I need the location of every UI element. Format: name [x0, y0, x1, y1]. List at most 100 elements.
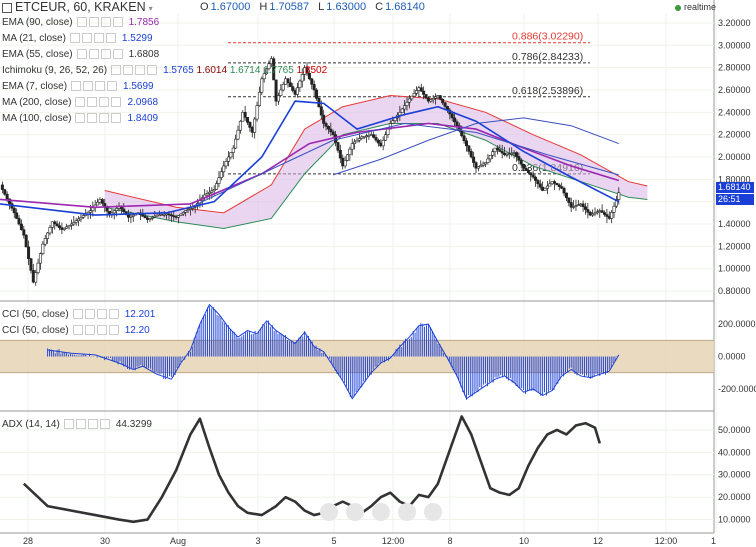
x-tick-label: 5 [331, 536, 336, 546]
legend-value: 1.6808 [128, 49, 160, 60]
y-tick-label: 0.0000 [718, 352, 746, 362]
legend-value: 1.8502 [296, 65, 328, 76]
legend-value: 44.3299 [115, 419, 152, 430]
y-tick-label: 10.0000 [718, 515, 751, 525]
indicator-line [0, 122, 620, 209]
candle-body [526, 170, 530, 173]
candle-body [315, 89, 319, 99]
legend-controls[interactable] [76, 17, 125, 28]
legend-controls[interactable] [75, 97, 123, 108]
candle-body [507, 153, 511, 155]
candle-body [88, 210, 92, 213]
candle-body [391, 120, 395, 124]
x-tick-label: 12 [593, 536, 603, 546]
dropdown-arrow-icon[interactable]: ▾ [148, 4, 153, 13]
legend-ma100[interactable]: MA (100, close) 1.8409 [2, 113, 158, 124]
candle-body [248, 122, 252, 128]
ichimoku-senkou-a [104, 95, 648, 214]
candle-body [38, 253, 42, 264]
candle-body [560, 186, 564, 189]
candle-body [450, 113, 454, 119]
legend-controls[interactable] [72, 325, 121, 336]
candle-body [269, 58, 273, 65]
x-tick-label: 8 [447, 536, 452, 546]
zoom-out-button[interactable] [346, 503, 364, 521]
candle-body [153, 215, 157, 218]
x-tick-label: Aug [170, 536, 186, 546]
legend-adx[interactable]: ADX (14, 14) 44.3299 [2, 419, 152, 430]
legend-ema90[interactable]: EMA (90, close) 1.7856 [2, 17, 159, 28]
candle-body [550, 181, 554, 185]
candle-body [12, 207, 16, 214]
chart-header: ETCEUR, 60, KRAKEN ▾ [2, 0, 153, 14]
collapse-icon[interactable] [2, 2, 12, 13]
legend-controls[interactable] [76, 49, 125, 60]
candle-body [407, 98, 411, 103]
candle-body [545, 185, 549, 189]
ohlc-low-key: L [318, 1, 325, 13]
legend-label: MA (100, close) [2, 113, 72, 124]
legend-controls[interactable] [111, 65, 159, 76]
candle-body [300, 74, 304, 82]
legend-controls[interactable] [72, 309, 121, 320]
scroll-left-button[interactable] [320, 503, 338, 521]
candle-body [15, 212, 19, 219]
candle-body [291, 86, 295, 91]
candle-body [250, 127, 254, 133]
candle-body [67, 225, 71, 228]
ohlc-high-value: 1.70587 [269, 1, 310, 13]
candle-body [588, 212, 592, 216]
candle-body [246, 117, 250, 123]
candle-body [262, 73, 266, 80]
reset-button[interactable] [372, 503, 390, 521]
candle-body [115, 208, 119, 211]
candle-body [510, 152, 514, 155]
y-tick-label: 2.20000 [718, 130, 751, 140]
candle-body [464, 140, 468, 147]
candle-body [69, 223, 73, 226]
candle-body [576, 204, 580, 207]
candle-body [453, 117, 457, 123]
candle-body [531, 174, 535, 178]
x-tick-label: 10 [519, 536, 529, 546]
candle-body [19, 223, 23, 230]
legend-controls[interactable] [63, 419, 112, 430]
scroll-right-button[interactable] [424, 503, 442, 521]
legend-value: 1.6714 [229, 65, 261, 76]
legend-value: 1.5299 [121, 33, 153, 44]
legend-ema7[interactable]: EMA (7, close) 1.5699 [2, 81, 154, 92]
candle-body [62, 227, 66, 230]
candle-body [36, 262, 40, 273]
symbol-title: ETCEUR, 60, KRAKEN [15, 0, 146, 14]
candle-body [398, 112, 402, 116]
fib-level-label: 0.618(2.53896) [512, 85, 583, 97]
candle-body [41, 243, 45, 254]
candle-body [541, 186, 545, 191]
candle-body [429, 99, 433, 102]
x-tick-label: 3 [255, 536, 260, 546]
legend-controls[interactable] [75, 113, 123, 124]
legend-ema55[interactable]: EMA (55, close) 1.6808 [2, 49, 159, 60]
candle-body [74, 220, 78, 223]
candle-body [24, 234, 28, 248]
candle-body [500, 151, 504, 154]
candle-body [100, 199, 104, 204]
candle-body [419, 87, 423, 92]
legend-cci-2[interactable]: CCI (50, close) 12.20 [2, 325, 150, 336]
candle-body [564, 192, 568, 199]
legend-ichimoku[interactable]: Ichimoku (9, 26, 52, 26) 1.5765 1.6014 1.… [2, 65, 327, 76]
candle-body [72, 222, 76, 225]
zoom-in-button[interactable] [398, 503, 416, 521]
x-tick-label: 30 [100, 536, 110, 546]
candle-body [29, 258, 33, 271]
legend-ma200[interactable]: MA (200, close) 2.0968 [2, 97, 158, 108]
legend-label: MA (200, close) [2, 97, 72, 108]
candle-body [460, 130, 464, 137]
legend-controls[interactable] [69, 33, 118, 44]
legend-cci-1[interactable]: CCI (50, close) 12.201 [2, 309, 155, 320]
candle-body [488, 155, 492, 160]
legend-controls[interactable] [71, 81, 119, 92]
candle-body [127, 214, 131, 218]
legend-ma21[interactable]: MA (21, close) 1.5299 [2, 33, 153, 44]
